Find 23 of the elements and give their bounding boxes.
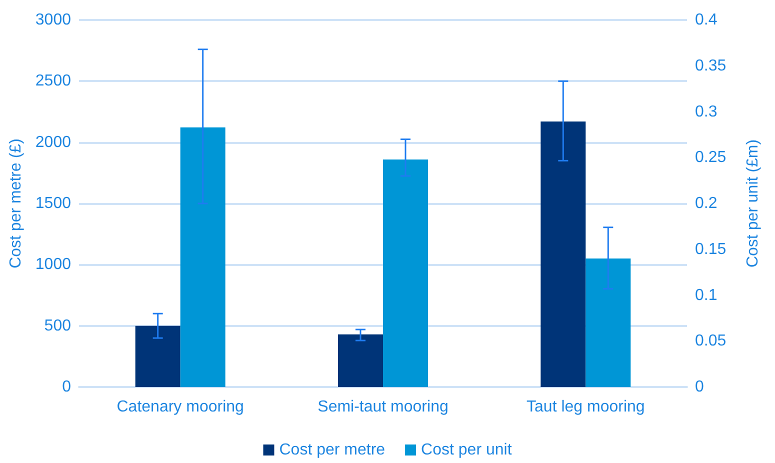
- y-tick-label: 2000: [35, 134, 72, 151]
- legend-label: Cost per unit: [421, 442, 512, 458]
- legend-label: Cost per metre: [279, 442, 386, 458]
- y2-tick-label: 0: [695, 378, 704, 396]
- y2-tick-label: 0.1: [695, 286, 718, 304]
- y-axis-title: Cost per metre (£): [8, 138, 24, 268]
- y2-tick-label: 0.25: [695, 149, 726, 166]
- y2-tick-label: 0.05: [695, 332, 726, 350]
- y2-tick-label: 0.35: [695, 57, 726, 74]
- x-tick-label: Taut leg mooring: [526, 398, 645, 416]
- y2-tick-label: 0.15: [695, 240, 726, 258]
- x-tick-label: Semi-taut mooring: [318, 398, 448, 416]
- y-tick-label: 1000: [35, 256, 72, 274]
- y-tick-label: 0: [62, 378, 72, 396]
- y-tick-label: 1500: [35, 195, 72, 212]
- y2-tick-label: 0.3: [695, 103, 718, 120]
- y-tick-label: 3000: [35, 12, 72, 28]
- y-tick-label: 2500: [35, 72, 72, 90]
- y-tick-label: 500: [44, 317, 72, 334]
- y2-tick-label: 0.4: [695, 12, 718, 28]
- y2-tick-label: 0.2: [695, 195, 718, 212]
- x-tick-label: Catenary mooring: [116, 398, 244, 416]
- y2-axis-title: Cost per unit (£m): [744, 139, 762, 268]
